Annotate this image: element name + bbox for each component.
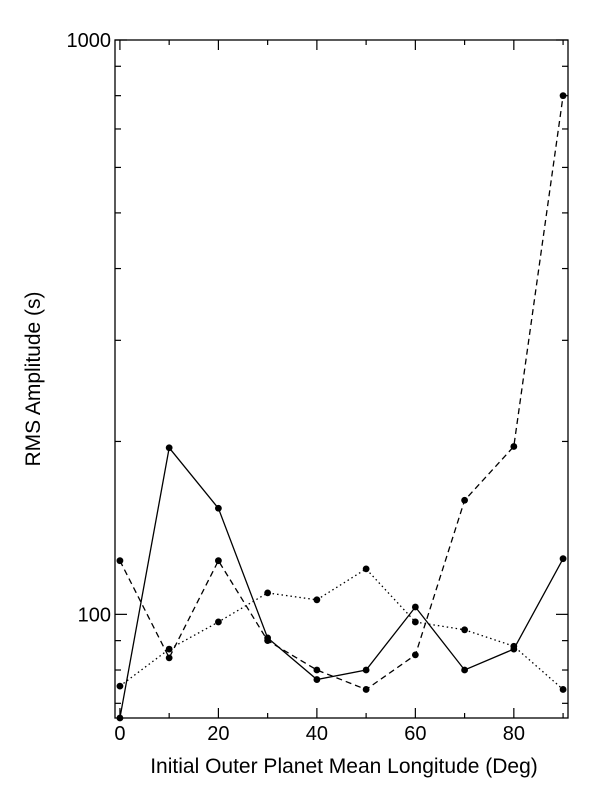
data-point bbox=[362, 565, 370, 573]
data-point bbox=[461, 626, 468, 634]
data-point bbox=[215, 504, 222, 512]
data-point bbox=[165, 645, 173, 653]
data-point bbox=[559, 92, 567, 100]
data-point bbox=[116, 682, 124, 690]
series-line-dashed bbox=[119, 95, 564, 691]
x-tick-label: 80 bbox=[503, 723, 525, 745]
data-point bbox=[313, 596, 321, 604]
x-axis-label: Initial Outer Planet Mean Longitude (Deg… bbox=[150, 755, 538, 778]
axis-tick-labels: 0 20 40 60 80 100 1000 bbox=[67, 30, 525, 745]
plot-frame bbox=[114, 39, 569, 719]
x-tick-label: 20 bbox=[207, 723, 229, 745]
data-point bbox=[510, 443, 518, 450]
series-dashed bbox=[116, 92, 567, 693]
x-tick-label: 0 bbox=[114, 723, 125, 745]
data-point bbox=[165, 444, 173, 452]
x-tick-label: 60 bbox=[404, 723, 426, 745]
y-axis-label: RMS Amplitude (s) bbox=[22, 291, 45, 466]
data-point bbox=[165, 654, 173, 662]
y-tick-label: 1000 bbox=[67, 30, 112, 52]
series-line-dotted bbox=[119, 568, 564, 690]
data-point bbox=[411, 618, 419, 626]
data-point bbox=[559, 686, 567, 693]
axis-ticks bbox=[115, 39, 568, 718]
data-point bbox=[411, 603, 419, 611]
x-tick-label: 40 bbox=[306, 723, 328, 745]
data-point bbox=[461, 666, 468, 674]
data-point bbox=[313, 666, 321, 674]
series-dotted bbox=[116, 565, 567, 693]
data-point bbox=[461, 496, 468, 504]
data-point bbox=[264, 589, 272, 597]
data-point bbox=[116, 557, 124, 565]
data-point bbox=[313, 676, 321, 683]
data-point bbox=[362, 666, 370, 674]
data-point bbox=[559, 555, 567, 563]
data-point bbox=[411, 651, 419, 659]
data-point bbox=[362, 686, 370, 693]
series-line-solid bbox=[119, 446, 564, 719]
data-point bbox=[215, 557, 222, 565]
data-point bbox=[116, 714, 124, 722]
y-tick-label: 100 bbox=[78, 604, 111, 626]
data-series bbox=[116, 92, 567, 722]
data-point bbox=[510, 642, 518, 650]
data-point bbox=[264, 637, 272, 645]
data-point bbox=[215, 618, 222, 626]
